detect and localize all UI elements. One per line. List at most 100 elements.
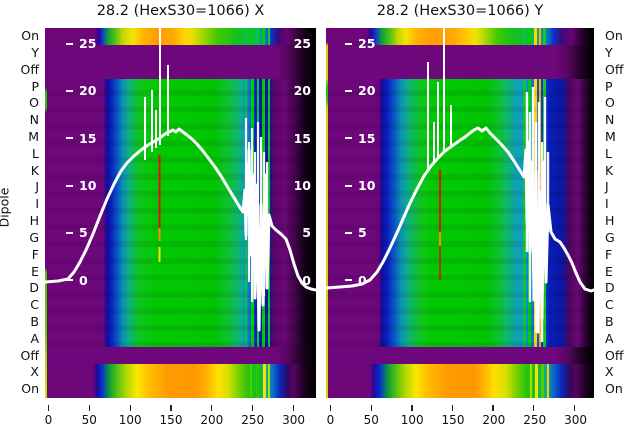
right-category-axis: On Y Off P O N M L K J I H G F E D C B A Off X On (603, 28, 640, 398)
tick-dash-icon (345, 42, 352, 45)
profile-curve-y (326, 126, 594, 334)
x-tick-label: 200 (482, 413, 506, 427)
tick-dash-icon (66, 89, 73, 92)
stripe-cluster (530, 364, 550, 398)
inner-ytick: 10 (66, 162, 166, 209)
inner-ytick-value: 15 (358, 130, 376, 146)
category-label: J (605, 179, 609, 195)
spike-marks-x (144, 28, 169, 160)
heatmap-band-off-gap (326, 45, 594, 79)
stripe-cluster (522, 28, 549, 45)
x-tick-label: 250 (523, 413, 547, 427)
heatmap-panel-y (326, 28, 594, 398)
x-tick-label: 0 (326, 413, 335, 427)
category-label: B (30, 313, 39, 329)
inner-ytick: 5 (345, 209, 445, 256)
category-label: G (29, 229, 39, 245)
x-tick-label: 300 (564, 413, 588, 427)
category-label: G (605, 229, 615, 245)
inner-ytick-value: 5 (79, 225, 88, 241)
category-label: Off (605, 347, 624, 363)
left-edge-line (326, 28, 328, 398)
inner-ytick-value: 5 (302, 225, 311, 241)
category-label: B (605, 313, 614, 329)
category-label: N (605, 112, 615, 128)
inner-ytick-value: 5 (358, 225, 367, 241)
inner-ytick-value: 15 (79, 130, 97, 146)
category-label: P (605, 78, 613, 94)
inner-ytick: 10 (345, 162, 445, 209)
left-edge-line (45, 28, 47, 398)
inner-ytick: 0 (66, 257, 166, 304)
category-label: M (28, 129, 39, 145)
tick-dash-icon (345, 184, 352, 187)
tick-dash-icon (66, 231, 73, 234)
category-label: On (21, 381, 39, 397)
category-label: I (35, 196, 39, 212)
heatmap-band-off-gap (45, 347, 316, 364)
category-label: Off (20, 347, 39, 363)
inner-ytick: 20 (345, 67, 445, 114)
category-label: H (605, 213, 615, 229)
category-label: A (30, 330, 39, 346)
tick-dash-icon (345, 231, 352, 234)
inner-ytick-value: 15 (293, 130, 311, 146)
tick-dash-icon (345, 279, 352, 282)
inner-yticks-panel-y-left: 25 20 15 10 5 0 (326, 20, 445, 304)
inner-ytick-value: 0 (358, 272, 367, 288)
category-label: E (31, 263, 39, 279)
category-label: On (605, 381, 623, 397)
category-label: X (30, 364, 39, 380)
inner-ytick-value: 25 (358, 36, 376, 52)
inner-yticks-panel-x-left: 25 20 15 10 5 0 (45, 20, 166, 304)
inner-ytick: 20 (66, 67, 166, 114)
x-tick-label: 300 (282, 413, 306, 427)
inner-ytick: 25 (66, 20, 166, 67)
category-label: C (605, 297, 614, 313)
x-axis-ticks-panel-x (48, 405, 294, 411)
heatmap-panel-x (45, 28, 316, 398)
x-tick-label: 150 (441, 413, 465, 427)
category-label: F (605, 246, 613, 262)
inner-ytick-value: 20 (358, 83, 376, 99)
inner-ytick: 5 (256, 209, 311, 256)
category-label: D (605, 280, 615, 296)
category-label: A (605, 330, 614, 346)
row-shading (45, 79, 316, 347)
category-label: E (605, 263, 613, 279)
stripe-cluster (242, 28, 272, 45)
category-label: C (30, 297, 39, 313)
inner-ytick: 25 (345, 20, 445, 67)
category-label: K (30, 162, 39, 178)
inner-ytick-value: 10 (358, 178, 376, 194)
category-label: L (605, 145, 612, 161)
left-category-axis: On Y Off P O N M L K J I H G F E D C B A Off X On (0, 28, 42, 398)
inner-ytick: 0 (345, 257, 445, 304)
category-label: X (605, 364, 614, 380)
x-axis-ticks-panel-y (330, 405, 575, 411)
x-tick-label: 100 (400, 413, 424, 427)
category-label: F (31, 246, 39, 262)
profile-curve-x (45, 127, 316, 332)
category-label: O (605, 95, 615, 111)
stripe-cluster (248, 364, 272, 398)
x-tick-label: 50 (363, 413, 379, 427)
panel-title-y: 28.2 (HexS30=1066) Y (376, 3, 544, 19)
x-tick-label: 50 (81, 413, 97, 427)
x-tick-label: 150 (159, 413, 183, 427)
x-tick-label: 250 (241, 413, 265, 427)
category-label: I (605, 196, 609, 212)
inner-ytick-value: 20 (79, 83, 97, 99)
tick-dash-icon (66, 42, 73, 45)
inner-yticks-panel-x-right: 25 20 15 10 5 0 (256, 20, 311, 304)
tick-dash-icon (66, 279, 73, 282)
x-tick-label: 0 (44, 413, 53, 427)
inner-ytick: 10 (256, 162, 311, 209)
heatmap-band-off-gap (45, 45, 316, 79)
x-tick-label: 200 (200, 413, 224, 427)
inner-ytick-value: 25 (79, 36, 97, 52)
inner-ytick-value: 10 (79, 178, 97, 194)
inner-ytick: 15 (256, 115, 311, 162)
inner-ytick-value: 0 (79, 272, 88, 288)
